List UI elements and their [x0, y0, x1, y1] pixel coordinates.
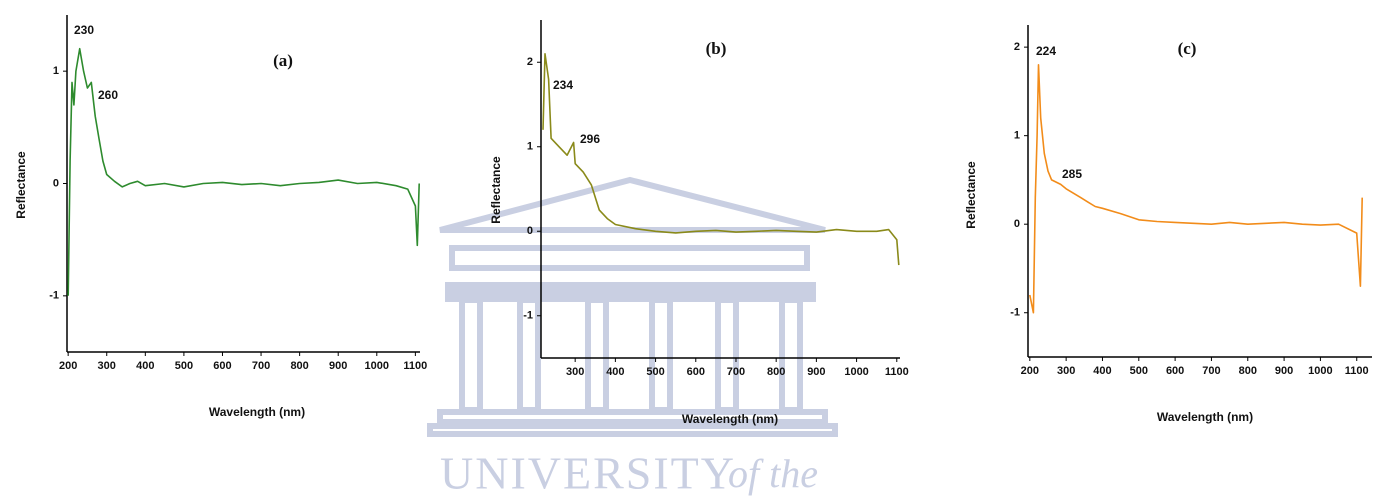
- x-tick-label: 1000: [1308, 365, 1332, 377]
- y-axis-label: Reflectance: [14, 151, 28, 219]
- watermark-building: [427, 176, 838, 437]
- x-tick-label: 400: [136, 360, 154, 372]
- x-tick-label: 900: [329, 360, 347, 372]
- x-tick-label: 800: [767, 366, 785, 378]
- y-tick-label: -1: [1010, 307, 1020, 319]
- x-tick-label: 500: [646, 366, 664, 378]
- watermark-text: of the: [728, 451, 818, 496]
- x-tick-label: 500: [1130, 365, 1148, 377]
- panel-title: (b): [706, 39, 727, 58]
- peak-label: 260: [98, 88, 118, 102]
- y-tick-label: 1: [53, 65, 59, 77]
- x-tick-label: 200: [59, 360, 77, 372]
- x-axis-label: Wavelength (nm): [682, 412, 778, 426]
- x-tick-label: 1100: [403, 360, 427, 372]
- y-tick-label: 0: [1014, 218, 1020, 230]
- x-tick-label: 600: [213, 360, 231, 372]
- x-tick-label: 900: [1275, 365, 1293, 377]
- x-tick-label: 300: [1057, 365, 1075, 377]
- peak-label: 224: [1036, 44, 1056, 58]
- x-tick-label: 200: [1021, 365, 1039, 377]
- y-tick-label: 0: [527, 225, 533, 237]
- y-tick-label: 1: [527, 141, 533, 153]
- x-tick-label: 600: [1166, 365, 1184, 377]
- x-tick-label: 300: [566, 366, 584, 378]
- x-tick-label: 1100: [1345, 365, 1369, 377]
- y-tick-label: 2: [527, 56, 533, 68]
- x-tick-label: 1100: [885, 366, 909, 378]
- x-tick-label: 300: [98, 360, 116, 372]
- x-tick-label: 700: [252, 360, 270, 372]
- panel-title: (c): [1178, 39, 1197, 58]
- watermark-text: UNIVERSITY: [440, 448, 736, 499]
- peak-label: 230: [74, 23, 94, 37]
- x-tick-label: 700: [727, 366, 745, 378]
- peak-label: 234: [553, 78, 573, 92]
- x-axis-label: Wavelength (nm): [1157, 410, 1253, 424]
- peak-label: 285: [1062, 167, 1082, 181]
- y-tick-label: -1: [523, 310, 533, 322]
- x-tick-label: 800: [1239, 365, 1257, 377]
- x-tick-label: 800: [290, 360, 308, 372]
- x-tick-label: 1000: [365, 360, 389, 372]
- x-tick-label: 900: [807, 366, 825, 378]
- y-axis-label: Reflectance: [489, 156, 503, 224]
- spectrum-line: [542, 53, 900, 266]
- y-tick-label: 2: [1014, 41, 1020, 53]
- peak-label: 296: [580, 132, 600, 146]
- x-tick-label: 500: [175, 360, 193, 372]
- y-tick-label: 0: [53, 177, 59, 189]
- x-axis-label: Wavelength (nm): [209, 405, 305, 419]
- x-tick-label: 600: [687, 366, 705, 378]
- y-tick-label: 1: [1014, 130, 1020, 142]
- x-tick-label: 400: [606, 366, 624, 378]
- y-axis-label: Reflectance: [964, 161, 978, 229]
- panel-title: (a): [273, 51, 293, 70]
- spectrum-line: [67, 47, 420, 296]
- x-tick-label: 1000: [844, 366, 868, 378]
- spectrum-line: [1029, 64, 1363, 314]
- x-tick-label: 400: [1093, 365, 1111, 377]
- x-tick-label: 700: [1202, 365, 1220, 377]
- y-tick-label: -1: [49, 290, 59, 302]
